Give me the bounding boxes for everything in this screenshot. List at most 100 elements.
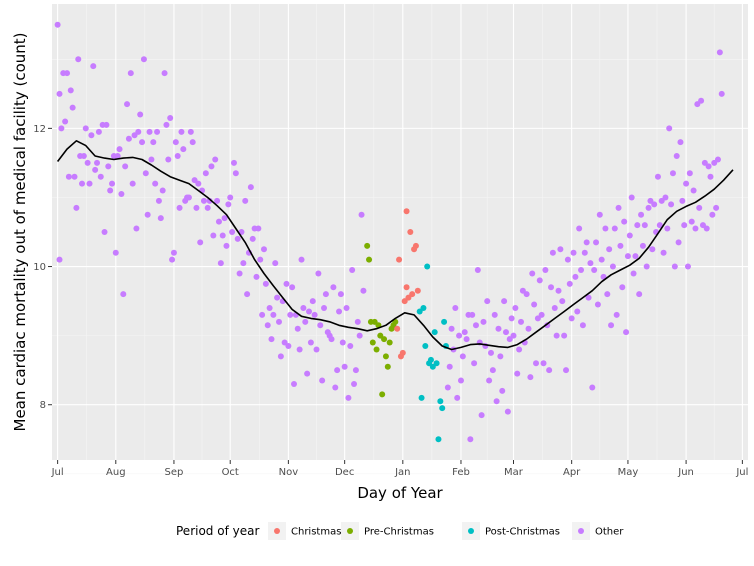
point-other	[159, 187, 166, 194]
point-other	[120, 291, 127, 298]
point-other	[718, 90, 725, 97]
point-other	[654, 173, 661, 180]
point-other	[568, 315, 575, 322]
smooth-line-layer	[56, 140, 734, 351]
point-other	[352, 367, 359, 374]
point-christmas	[394, 325, 401, 332]
point-other	[666, 125, 673, 132]
point-other	[137, 111, 144, 118]
point-other	[673, 153, 680, 159]
point-other	[139, 139, 146, 146]
point-other	[157, 215, 164, 222]
legend-label: Other	[595, 527, 624, 538]
point-other	[307, 339, 314, 346]
point-other	[285, 343, 292, 349]
x-tick-label: Mar	[504, 467, 524, 478]
point-other	[497, 353, 504, 360]
point-other	[356, 332, 363, 339]
point-other	[142, 170, 149, 177]
point-other	[684, 263, 691, 270]
point-post-christmas	[441, 318, 448, 325]
point-christmas	[412, 242, 419, 249]
point-other	[189, 139, 196, 146]
point-other	[551, 305, 558, 311]
point-other	[71, 173, 78, 180]
point-other	[651, 201, 658, 208]
point-other	[518, 318, 525, 325]
point-other	[336, 308, 343, 315]
point-other	[95, 128, 102, 135]
smooth-trend-line	[56, 140, 734, 351]
point-other	[219, 232, 226, 239]
point-other	[270, 311, 277, 318]
point-other	[302, 318, 309, 325]
point-other	[559, 298, 566, 305]
legend-label: Christmas	[291, 527, 341, 538]
point-other	[542, 267, 549, 273]
point-other	[118, 191, 125, 197]
x-tick-label: May	[618, 467, 639, 478]
point-other	[210, 232, 217, 239]
point-other	[165, 156, 172, 163]
point-post-christmas	[435, 436, 442, 443]
point-christmas	[414, 287, 421, 294]
point-other	[628, 194, 635, 201]
point-christmas	[396, 256, 403, 263]
point-pre-christmas	[381, 336, 388, 343]
point-other	[163, 121, 170, 128]
point-other	[579, 322, 586, 329]
point-other	[309, 298, 316, 305]
point-other	[174, 153, 181, 159]
point-other	[187, 128, 194, 135]
point-pre-christmas	[379, 391, 386, 398]
x-tick-label: Oct	[222, 467, 239, 478]
point-other	[570, 249, 577, 256]
point-other	[272, 260, 279, 267]
point-other	[527, 374, 534, 381]
point-other	[508, 315, 515, 322]
point-other	[461, 329, 468, 336]
point-other	[204, 204, 211, 211]
point-other	[531, 301, 538, 308]
x-tick-label: Jun	[677, 467, 694, 478]
point-other	[705, 163, 712, 170]
point-other	[621, 218, 628, 225]
point-other	[514, 370, 521, 377]
point-other	[504, 408, 511, 415]
point-other	[122, 163, 129, 170]
point-other	[679, 197, 686, 204]
point-other	[452, 305, 459, 311]
point-other	[97, 173, 104, 180]
point-other	[294, 325, 301, 332]
point-post-christmas	[433, 360, 440, 367]
point-other	[161, 70, 168, 77]
point-other	[178, 128, 185, 135]
point-other	[471, 360, 478, 367]
point-other	[133, 225, 140, 232]
point-other	[606, 246, 613, 253]
x-tick-label: Apr	[563, 467, 581, 478]
y-tick-label: 12	[33, 124, 46, 135]
point-other	[641, 222, 648, 229]
point-other	[604, 291, 611, 298]
point-post-christmas	[418, 394, 425, 401]
point-other	[212, 156, 219, 163]
point-other	[200, 197, 207, 204]
point-other	[630, 270, 637, 277]
point-other	[351, 381, 358, 387]
point-other	[197, 239, 204, 246]
point-other	[343, 305, 350, 311]
point-other	[484, 298, 491, 305]
point-post-christmas	[439, 405, 446, 412]
legend-key-christmas	[274, 528, 280, 534]
point-other	[713, 204, 720, 211]
point-other	[459, 353, 466, 360]
point-other	[354, 318, 361, 325]
point-other	[671, 263, 678, 270]
point-other	[668, 201, 675, 208]
point-other	[94, 159, 101, 166]
point-other	[124, 101, 131, 108]
point-other	[268, 336, 275, 343]
point-other	[529, 270, 536, 277]
point-other	[334, 367, 341, 374]
